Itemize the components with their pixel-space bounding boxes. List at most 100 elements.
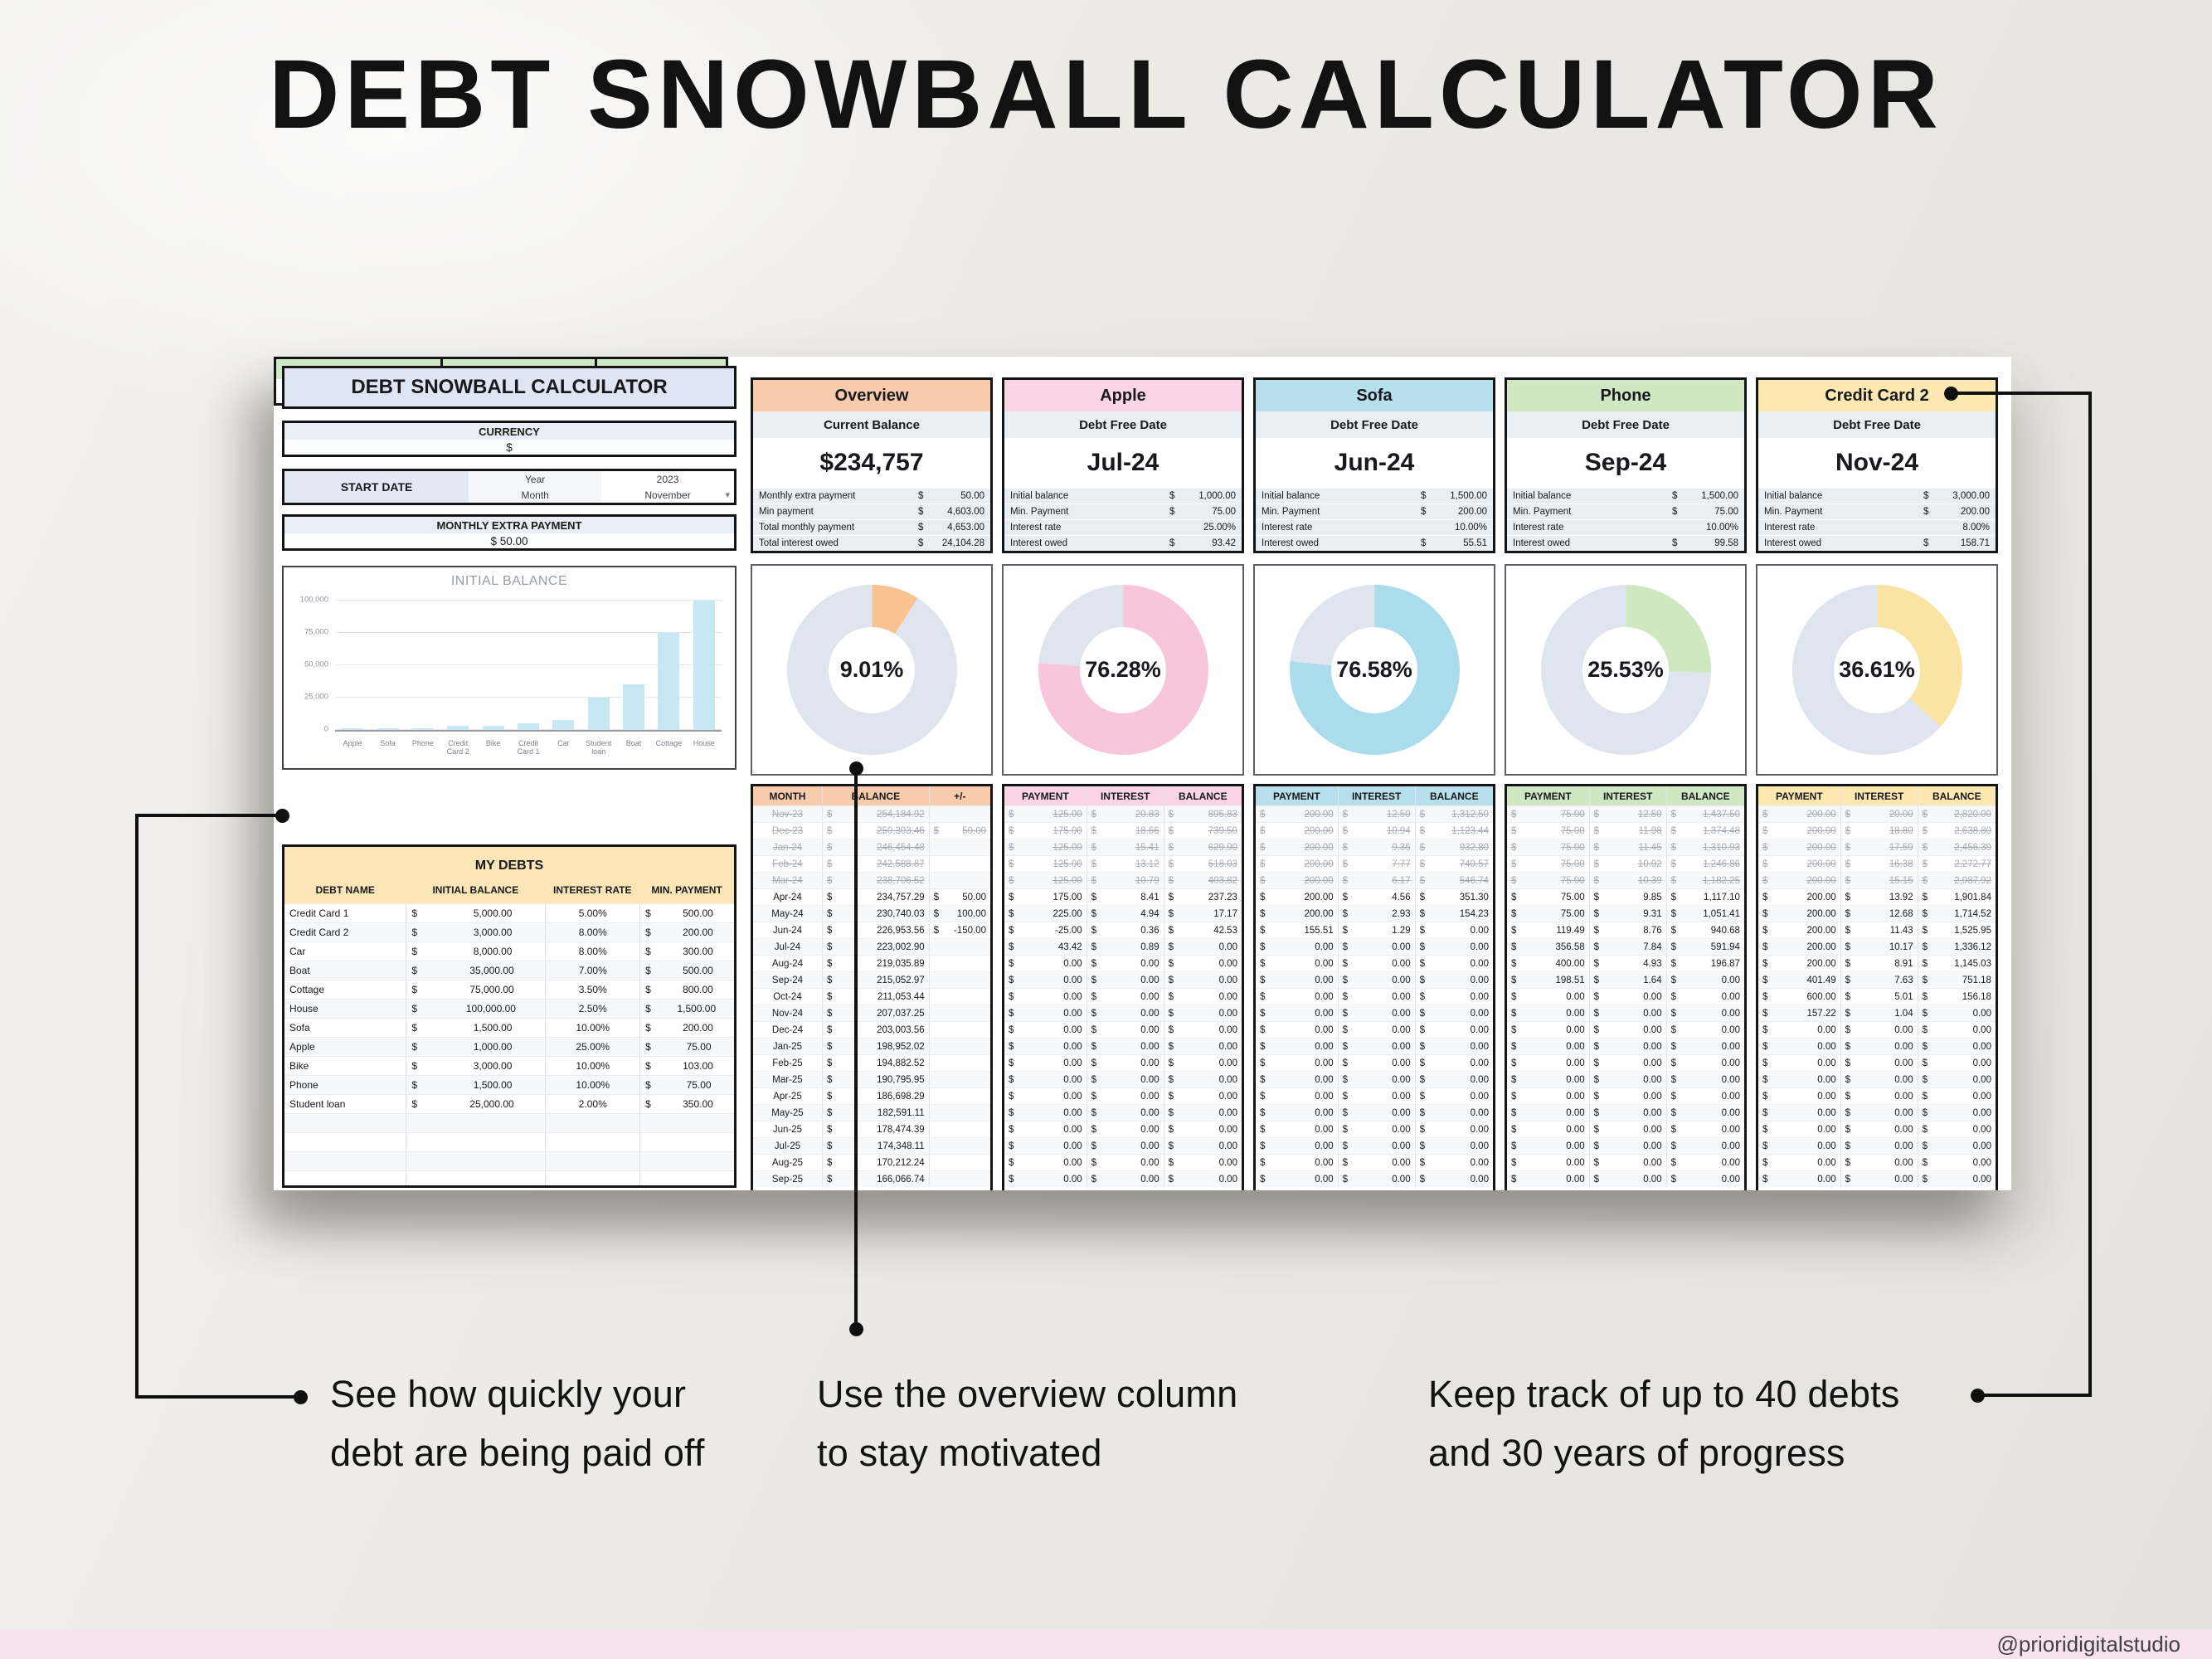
spreadsheet-card: DEBT SNOWBALL CALCULATOR CURRENCY $ STAR… [274,357,2011,1190]
my-debts-row[interactable] [284,1132,734,1151]
currency-symbol: $ [1260,975,1266,985]
cell-value: 11.43 [1889,925,1913,936]
currency-symbol: $ [1845,809,1851,820]
currency-symbol: $ [1419,809,1425,820]
my-debts-row[interactable]: Phone $1,500.00 10.00% $75.00 [284,1075,734,1094]
currency-symbol: $ [1593,875,1600,886]
currency-symbol: $ [1672,507,1678,517]
currency-symbol: $ [1593,1041,1600,1052]
cell-value: 0.00 [1140,991,1159,1002]
currency-symbol: $ [1670,859,1676,869]
my-debts-row[interactable]: Sofa $1,500.00 10.00% $200.00 [284,1018,734,1037]
currency-symbol: $ [1421,507,1427,517]
currency-symbol: $ [826,1141,833,1151]
currency-symbol: $ [1511,958,1517,969]
payment-row: $200.00 $10.17 $1,336.12 [1758,938,1996,955]
cell-value: 1,246.86 [1703,859,1740,869]
x-axis-category-label: Credit Card 1 [517,739,540,756]
my-debts-row[interactable]: Bike $3,000.00 10.00% $103.00 [284,1056,734,1075]
column-stats: Initial balance $1,000.00 Min. Payment $75.… [1004,488,1242,551]
currency-symbol: $ [1762,842,1768,853]
cell-value: 0.00 [1972,1024,1991,1035]
payment-cell: $0.00 [1256,1105,1338,1121]
currency-symbol: $ [1091,1091,1097,1102]
currency-symbol: $ [1845,1074,1851,1085]
cell-value: 200.00 [1806,958,1836,969]
currency-symbol: $ [1670,1157,1676,1168]
interest-cell: $11.45 [1588,839,1666,855]
stat-value: 75.00 [1212,507,1236,517]
cell-value: 0.00 [1643,1008,1662,1019]
initial-balance-cell [406,1133,545,1151]
cell-value: 0.36 [1140,925,1159,936]
balance-cell: $1,123.44 [1414,823,1493,839]
stat-value: 55.51 [1463,538,1487,548]
currency-symbol: $ [1009,842,1014,853]
currency-symbol: $ [1593,958,1600,969]
my-debts-row[interactable]: Cottage $75,000.00 3.50% $800.00 [284,980,734,999]
interest-cell: $0.00 [1086,1088,1164,1104]
donut-chart: 36.61% [1791,585,1962,755]
currency-symbol: $ [1511,892,1517,902]
table-column-header: INTEREST [1840,786,1918,805]
cell-value: 1,310.93 [1703,842,1740,853]
currency-symbol: $ [826,1008,833,1019]
my-debts-row[interactable]: Car $8,000.00 8.00% $300.00 [284,941,734,961]
footer-handle: @prioridigitalstudio [1996,1631,2181,1657]
currency-symbol: $ [1260,1074,1266,1085]
interest-cell: $0.00 [1588,1039,1666,1054]
my-debts-row[interactable]: House $100,000.00 2.50% $1,500.00 [284,999,734,1018]
cell-value: 0.00 [1894,1058,1913,1068]
cell-value: 0.00 [1140,1074,1159,1085]
balance-cell: $17.17 [1163,906,1242,922]
my-debts-row[interactable]: Student loan $25,000.00 2.00% $350.00 [284,1094,734,1113]
cell-value: 0.00 [1894,1107,1913,1118]
cell-value: 0.00 [1566,1091,1585,1102]
currency-symbol: $ [1091,925,1097,936]
interest-cell: $7.84 [1588,939,1666,955]
currency-symbol: $ [1762,1091,1768,1102]
extra-payment-cell: $50.00 [928,823,990,839]
debt-name-cell [284,1171,406,1185]
cell-value: 0.00 [1817,1157,1836,1168]
currency-symbol: $ [1342,1058,1349,1068]
donut-percentage: 36.61% [1839,657,1915,682]
bar-column [406,601,440,730]
month-dropdown-caret-icon[interactable]: ▾ [725,490,730,500]
payment-cell: $75.00 [1507,823,1589,839]
currency-value[interactable]: $ [284,440,734,455]
stat-label: Min payment [759,507,814,517]
currency-symbol: $ [1342,925,1349,936]
payment-cell: $0.00 [1004,1105,1087,1121]
year-value[interactable]: 2023 [656,473,679,485]
my-debts-row[interactable] [284,1170,734,1185]
extra-payment-value[interactable]: $ 50.00 [284,533,734,548]
my-debts-row[interactable] [284,1113,734,1132]
payment-row: $0.00 $0.00 $0.00 [1004,955,1242,971]
extra-payment-cell [928,1055,990,1071]
cell-value: 0.00 [1315,991,1334,1002]
my-debts-row[interactable] [284,1151,734,1170]
table-column-header: INTEREST [1588,786,1666,805]
interest-cell: $0.00 [1086,972,1164,988]
my-debts-row[interactable]: Credit Card 1 $5,000.00 5.00% $500.00 [284,903,734,922]
currency-symbol: $ [1419,991,1425,1002]
balance-cell: $230,740.03 [821,906,929,922]
bar-column [511,601,546,730]
balance-cell: $242,588.87 [821,856,929,872]
column-header-panel: Sofa Debt Free Date Jun-24 Initial balance $… [1253,377,1495,553]
payment-cell: $225.00 [1004,906,1087,922]
cell-value: 7.63 [1894,975,1913,985]
currency-symbol: $ [1923,538,1929,548]
currency-symbol: $ [1670,991,1676,1002]
extra-payment-cell [928,1039,990,1054]
payment-cell: $0.00 [1507,1155,1589,1170]
annotation-line: debt are being paid off [330,1432,705,1474]
month-value[interactable]: November [644,489,691,501]
payment-row: May-24 $230,740.03 $100.00 [753,905,990,922]
my-debts-row[interactable]: Boat $35,000.00 7.00% $500.00 [284,961,734,980]
cell-value: 200.00 [1304,842,1334,853]
my-debts-row[interactable]: Credit Card 2 $3,000.00 8.00% $200.00 [284,922,734,941]
my-debts-row[interactable]: Apple $1,000.00 25.00% $75.00 [284,1037,734,1056]
currency-symbol: $ [1168,825,1174,836]
